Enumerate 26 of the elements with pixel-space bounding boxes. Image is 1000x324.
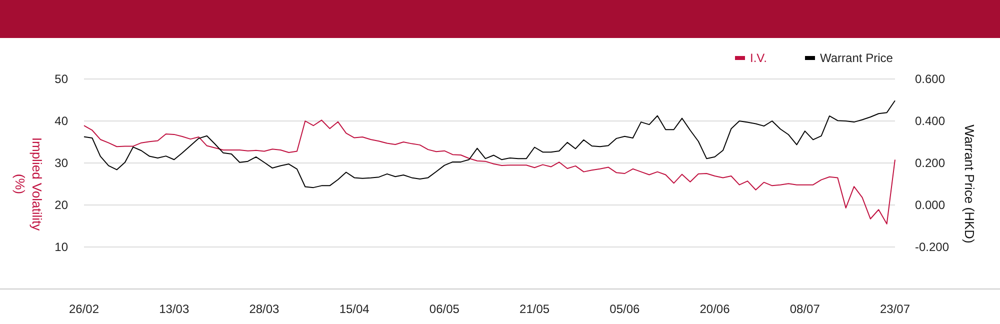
y2-tick-label: 0.200 <box>915 156 946 170</box>
line-series <box>84 120 896 224</box>
y2-tick-label: 0.400 <box>915 114 946 128</box>
x-tick-label: 21/05 <box>520 302 550 316</box>
y2-axis-title: Warrant Price (HKD) <box>962 124 977 244</box>
x-tick-label: 06/05 <box>429 302 460 316</box>
y-axis-title: Implied Volatility (%) <box>12 137 45 232</box>
x-tick-label: 23/07 <box>880 302 910 316</box>
y-tick-label: 50 <box>54 72 68 86</box>
x-tick-label: 08/07 <box>790 302 820 316</box>
legend-label: I.V. <box>750 51 767 66</box>
legend-label: Warrant Price <box>820 51 894 66</box>
y-tick-label: 20 <box>54 198 68 212</box>
x-tick-label: 28/03 <box>249 302 280 316</box>
x-tick-label: 13/03 <box>159 302 190 316</box>
y-tick-label: 30 <box>54 156 68 170</box>
x-tick-label: 20/06 <box>700 302 730 316</box>
x-tick-label: 26/02 <box>68 302 100 316</box>
y-tick-label: 10 <box>54 240 68 254</box>
y2-tick-label: 0.600 <box>915 72 946 86</box>
y2-tick-label: 0.000 <box>915 198 946 212</box>
x-tick-label: 05/06 <box>610 302 640 316</box>
x-tick-label: 15/04 <box>339 302 370 316</box>
y-tick-label: 40 <box>54 114 68 128</box>
line-series <box>84 100 896 188</box>
y2-tick-label: -0.200 <box>915 240 950 254</box>
